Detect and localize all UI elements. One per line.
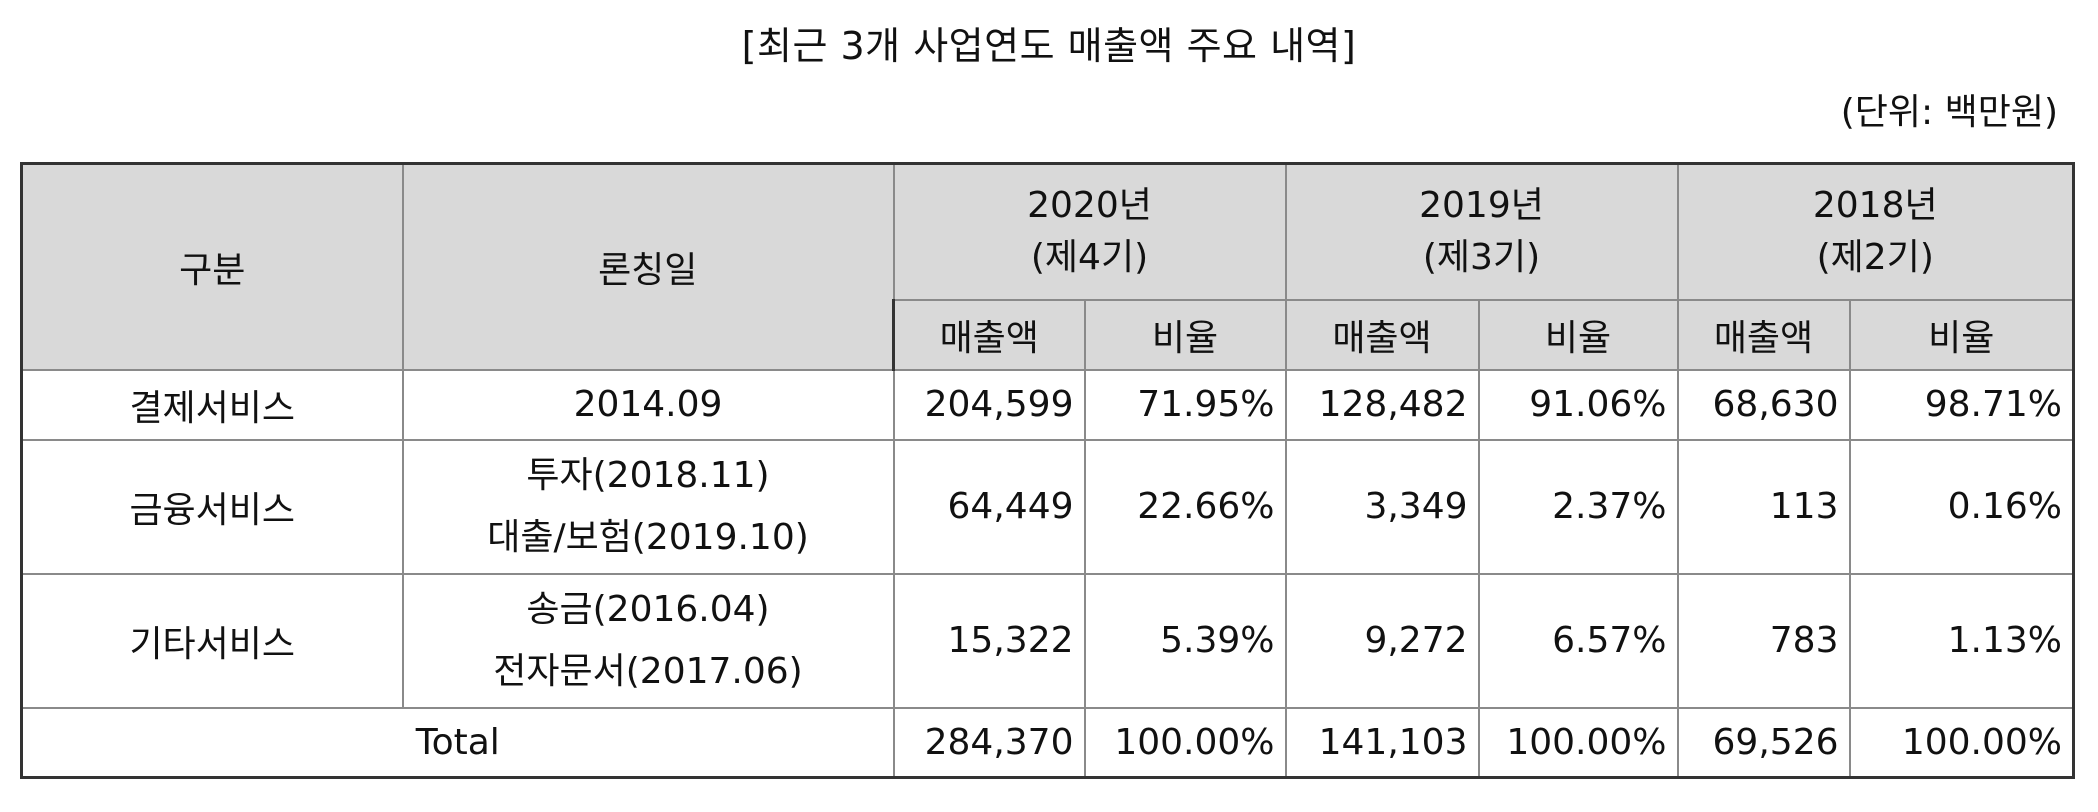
- total-ratio-2020: 100.00%: [1083, 706, 1287, 779]
- header-year-2018: 2018년 (제2기): [1676, 162, 2075, 301]
- total-ratio-2019: 100.00%: [1477, 706, 1679, 779]
- cell-revenue-2020: 204,599: [892, 368, 1086, 441]
- total-revenue-2018: 69,526: [1676, 706, 1851, 779]
- table-row-total: Total 284,370 100.00% 141,103 100.00% 69…: [20, 706, 2075, 779]
- header-year-label: 2018년: [1812, 184, 1938, 226]
- header-revenue: 매출액: [1676, 298, 1851, 371]
- cell-revenue-2019: 128,482: [1284, 368, 1480, 441]
- header-period-label: (제3기): [1422, 236, 1541, 278]
- cell-ratio-2018: 98.71%: [1848, 368, 2075, 441]
- table-header: 구분 론칭일 2020년 (제4기) 2019년 (제3기) 2018년 (제2…: [20, 162, 2075, 371]
- row-launch-date: 2014.09: [401, 368, 895, 441]
- cell-revenue-2020: 15,322: [892, 572, 1086, 709]
- header-launch-date: 론칭일: [401, 162, 895, 371]
- header-year-label: 2019년: [1419, 184, 1544, 226]
- cell-ratio-2020: 71.95%: [1083, 368, 1287, 441]
- document-title: [최근 3개 사업연도 매출액 주요 내역]: [741, 24, 1357, 68]
- row-category: 결제서비스: [20, 368, 404, 441]
- cell-revenue-2018: 113: [1676, 438, 1851, 575]
- total-revenue-2020: 284,370: [892, 706, 1086, 779]
- total-label: Total: [20, 706, 895, 779]
- cell-ratio-2018: 1.13%: [1848, 572, 2075, 709]
- cell-revenue-2020: 64,449: [892, 438, 1086, 575]
- cell-ratio-2019: 6.57%: [1477, 572, 1679, 709]
- cell-ratio-2019: 91.06%: [1477, 368, 1679, 441]
- launch-date-line: 전자문서(2017.06): [493, 650, 803, 692]
- table-row-other: 기타서비스 송금(2016.04) 전자문서(2017.06) 15,322 5…: [20, 572, 2075, 709]
- header-year-label: 2020년: [1027, 184, 1152, 226]
- cell-revenue-2019: 3,349: [1284, 438, 1480, 575]
- cell-ratio-2020: 5.39%: [1083, 572, 1287, 709]
- total-revenue-2019: 141,103: [1284, 706, 1480, 779]
- launch-date-line: 송금(2016.04): [526, 588, 770, 630]
- row-category: 기타서비스: [20, 572, 404, 709]
- header-ratio: 비율: [1848, 298, 2075, 371]
- cell-ratio-2020: 22.66%: [1083, 438, 1287, 575]
- cell-revenue-2018: 783: [1676, 572, 1851, 709]
- cell-revenue-2018: 68,630: [1676, 368, 1851, 441]
- header-period-label: (제2기): [1816, 236, 1934, 278]
- cell-ratio-2019: 2.37%: [1477, 438, 1679, 575]
- header-year-2020: 2020년 (제4기): [892, 162, 1287, 301]
- cell-ratio-2018: 0.16%: [1848, 438, 2075, 575]
- header-year-2019: 2019년 (제3기): [1284, 162, 1679, 301]
- row-launch-date: 투자(2018.11) 대출/보험(2019.10): [401, 438, 895, 575]
- row-category: 금융서비스: [20, 438, 404, 575]
- header-revenue: 매출액: [1284, 298, 1480, 371]
- header-period-label: (제4기): [1030, 236, 1149, 278]
- revenue-table: 구분 론칭일 2020년 (제4기) 2019년 (제3기) 2018년 (제2…: [20, 162, 2075, 779]
- header-revenue: 매출액: [892, 298, 1086, 371]
- unit-note: (단위: 백만원): [1840, 92, 2058, 133]
- launch-date-line: 대출/보험(2019.10): [487, 516, 809, 558]
- total-ratio-2018: 100.00%: [1848, 706, 2075, 779]
- launch-date-line: 투자(2018.11): [526, 454, 770, 496]
- header-ratio: 비율: [1083, 298, 1287, 371]
- table-body: 결제서비스 2014.09 204,599 71.95% 128,482 91.…: [20, 368, 2075, 779]
- header-ratio: 비율: [1477, 298, 1679, 371]
- table-row-payment: 결제서비스 2014.09 204,599 71.95% 128,482 91.…: [20, 368, 2075, 441]
- header-category: 구분: [20, 162, 404, 371]
- row-launch-date: 송금(2016.04) 전자문서(2017.06): [401, 572, 895, 709]
- table-row-finance: 금융서비스 투자(2018.11) 대출/보험(2019.10) 64,449 …: [20, 438, 2075, 575]
- cell-revenue-2019: 9,272: [1284, 572, 1480, 709]
